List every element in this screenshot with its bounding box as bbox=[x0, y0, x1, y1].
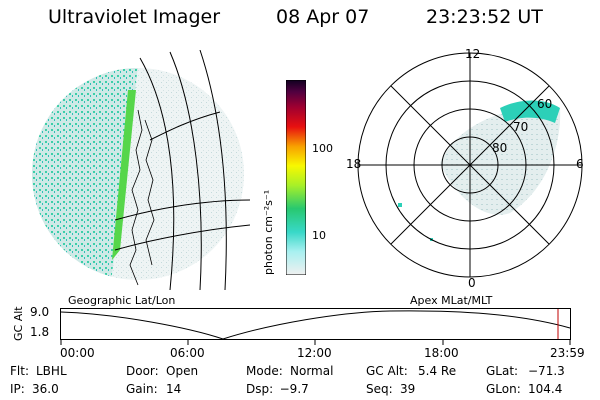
colorbar bbox=[286, 80, 306, 275]
geographic-label: Geographic Lat/Lon bbox=[68, 294, 176, 307]
mlt-label-0: 0 bbox=[468, 276, 476, 290]
time-label: 23:23:52 UT bbox=[426, 6, 543, 28]
polar-grid bbox=[357, 52, 583, 278]
time-tick-1200: 12:00 bbox=[297, 346, 332, 360]
status-gain-key: Gain: bbox=[126, 382, 158, 396]
coastline bbox=[129, 109, 155, 286]
gc-alt-tick-1-8: 1.8 bbox=[30, 325, 50, 339]
status-mode-value: Normal bbox=[290, 364, 334, 378]
status-gcalt-key: GC Alt: bbox=[366, 364, 408, 378]
polar-plot bbox=[357, 52, 583, 278]
mlt-label-18: 18 bbox=[346, 157, 362, 171]
time-tick-1800: 18:00 bbox=[424, 346, 459, 360]
status-seq-value: 39 bbox=[400, 382, 416, 396]
colorbar-unit-label: photon cm⁻²s⁻¹ bbox=[262, 189, 275, 275]
colorbar-tick-100: 100 bbox=[312, 142, 333, 155]
colorbar-tick-10: 10 bbox=[312, 229, 326, 242]
apex-label: Apex MLat/MLT bbox=[410, 294, 493, 307]
mlt-label-12: 12 bbox=[465, 47, 481, 61]
status-glon-value: 104.4 bbox=[528, 382, 563, 396]
instrument-title: Ultraviolet Imager bbox=[48, 6, 221, 28]
time-tick-0600: 06:00 bbox=[170, 346, 205, 360]
status-ip-value: 36.0 bbox=[32, 382, 59, 396]
lat-lon-grid bbox=[114, 50, 250, 290]
status-gcalt-value: 5.4 Re bbox=[418, 364, 457, 378]
geographic-map bbox=[32, 50, 250, 290]
mlat-label-70: 70 bbox=[513, 120, 529, 134]
status-door-key: Door: bbox=[126, 364, 159, 378]
status-dsp-value: −9.7 bbox=[272, 382, 309, 396]
gc-alt-label: GC Alt bbox=[12, 306, 25, 341]
status-mode-key: Mode: bbox=[246, 364, 283, 378]
mlat-label-80: 80 bbox=[492, 141, 508, 155]
status-glat-value: −71.3 bbox=[528, 364, 565, 378]
status-flt-key: Flt: bbox=[10, 364, 29, 378]
orbit-altitude-plot bbox=[60, 308, 571, 345]
time-tick-0000: 00:00 bbox=[60, 346, 95, 360]
time-tick-2359: 23:59 bbox=[550, 346, 585, 360]
status-door-value: Open bbox=[166, 364, 199, 378]
status-flt-value: LBHL bbox=[36, 364, 67, 378]
auroral-emission bbox=[32, 68, 244, 280]
status-ip-key: IP: bbox=[10, 382, 25, 396]
status-dsp-key: Dsp: bbox=[246, 382, 274, 396]
gc-alt-tick-9: 9.0 bbox=[30, 305, 50, 319]
status-glon-key: GLon: bbox=[486, 382, 521, 396]
status-gain-value: 14 bbox=[166, 382, 182, 396]
date-label: 08 Apr 07 bbox=[276, 6, 370, 28]
status-glat-key: GLat: bbox=[486, 364, 519, 378]
status-seq-key: Seq: bbox=[366, 382, 393, 396]
mlat-label-60: 60 bbox=[537, 97, 553, 111]
mlt-label-6: 6 bbox=[576, 157, 584, 171]
